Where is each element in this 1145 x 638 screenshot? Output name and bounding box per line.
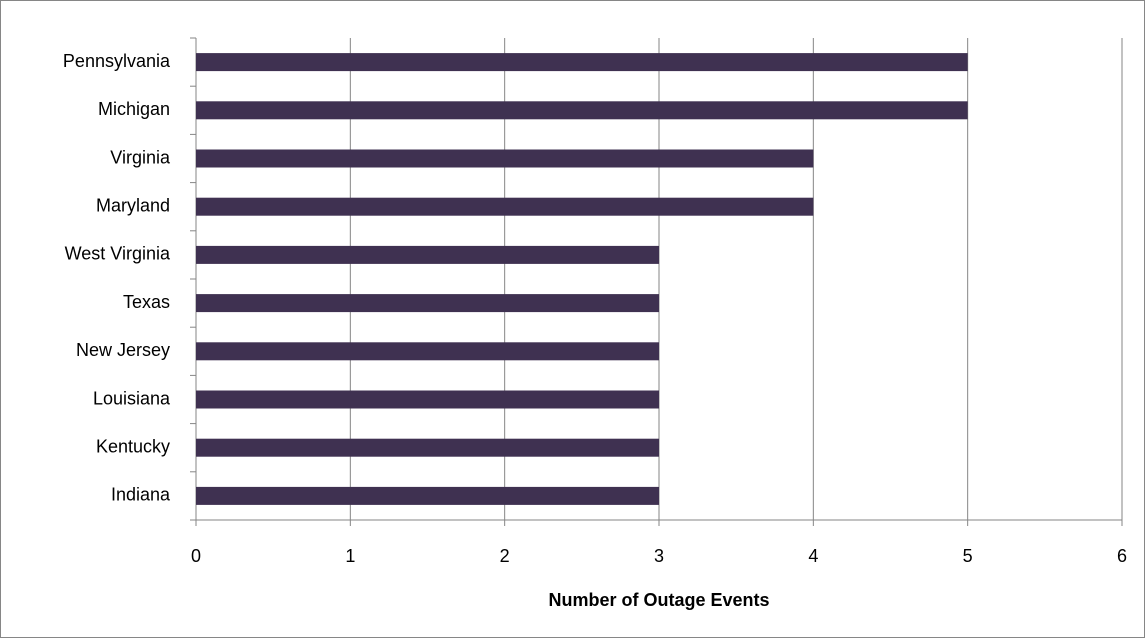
- x-tick-label: 4: [808, 546, 818, 566]
- y-tick-label: Indiana: [111, 485, 171, 505]
- y-tick-label: New Jersey: [76, 340, 170, 360]
- x-tick-label: 5: [963, 546, 973, 566]
- y-tick-label: West Virginia: [65, 244, 171, 264]
- x-tick-label: 1: [345, 546, 355, 566]
- bar: [196, 486, 659, 505]
- x-tick-label: 2: [500, 546, 510, 566]
- x-tick-label: 3: [654, 546, 664, 566]
- bar: [196, 342, 659, 361]
- bar: [196, 53, 968, 72]
- bar: [196, 149, 814, 168]
- x-tick-label: 0: [191, 546, 201, 566]
- y-tick-label: Kentucky: [96, 436, 170, 456]
- y-tick-label: Texas: [123, 292, 170, 312]
- bar: [196, 101, 968, 120]
- y-tick-label: Louisiana: [93, 388, 171, 408]
- x-axis-label: Number of Outage Events: [548, 590, 769, 610]
- bar: [196, 294, 659, 313]
- bar: [196, 438, 659, 457]
- y-tick-label: Pennsylvania: [63, 51, 171, 71]
- bar: [196, 390, 659, 409]
- y-tick-label: Michigan: [98, 99, 170, 119]
- y-tick-label: Maryland: [96, 195, 170, 215]
- y-tick-label: Virginia: [110, 147, 171, 167]
- bar: [196, 197, 814, 216]
- bar: [196, 245, 659, 264]
- x-tick-label: 6: [1117, 546, 1127, 566]
